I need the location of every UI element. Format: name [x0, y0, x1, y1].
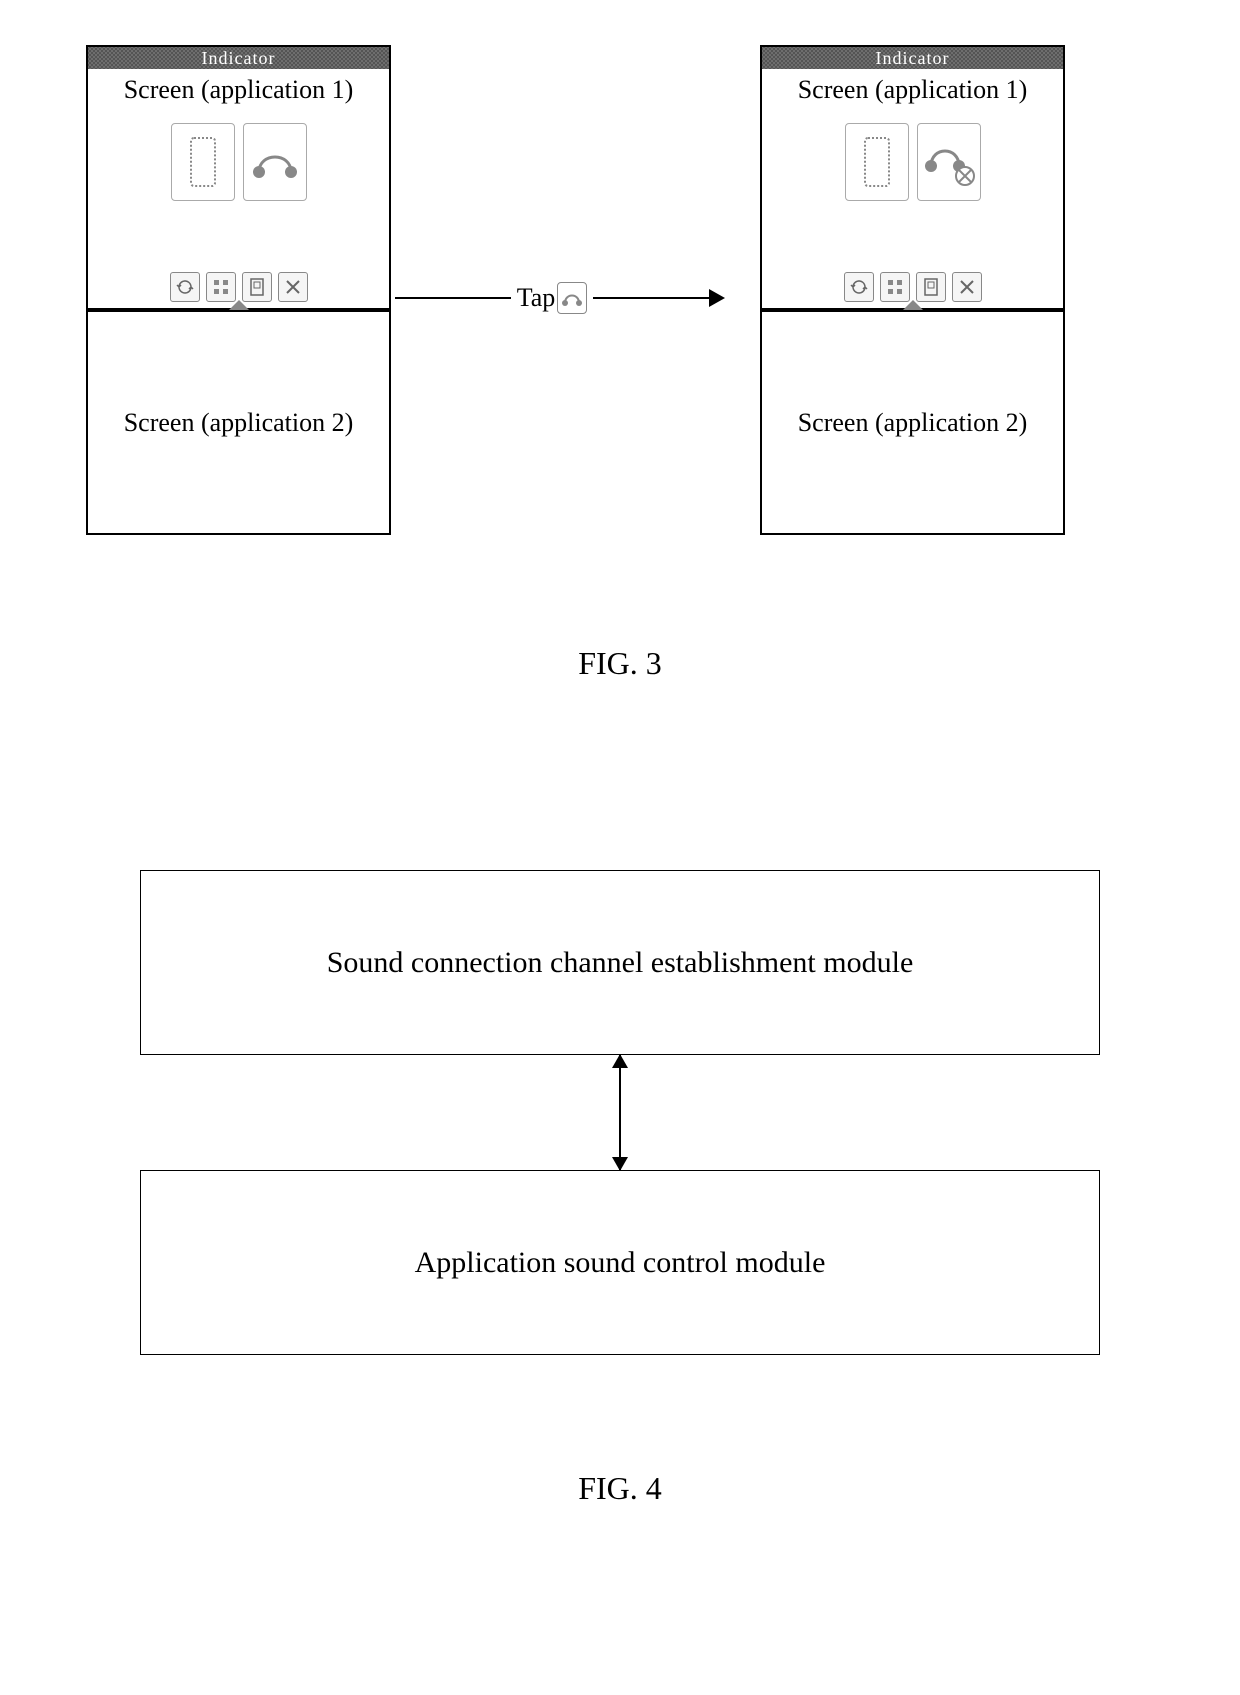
toolbar	[762, 272, 1063, 302]
screen1-label: Screen (application 1)	[88, 69, 389, 105]
screen1-label: Screen (application 1)	[762, 69, 1063, 105]
phone-icon-svg	[863, 136, 891, 188]
document-icon[interactable]	[916, 272, 946, 302]
arrow-line2	[593, 297, 709, 299]
fig4-caption: FIG. 4	[0, 1470, 1240, 1507]
tap-label: Tap	[517, 283, 556, 313]
tap-arrow: Tap	[395, 278, 725, 318]
screen-top: Screen (application 1)	[762, 69, 1063, 312]
headphones-icon[interactable]	[243, 123, 307, 201]
headphones-disabled-icon-svg	[921, 134, 977, 190]
screen2-label: Screen (application 2)	[798, 408, 1028, 438]
fig3-caption: FIG. 3	[0, 645, 1240, 682]
document-icon[interactable]	[242, 272, 272, 302]
device-icons-row	[762, 123, 1063, 201]
indicator-bar: Indicator	[88, 47, 389, 69]
phone-left: Indicator Screen (application 1)	[86, 45, 391, 535]
grid-icon[interactable]	[880, 272, 910, 302]
close-icon[interactable]	[278, 272, 308, 302]
divider-handle-icon[interactable]	[903, 300, 923, 310]
headphones-icon-svg	[251, 138, 299, 186]
indicator-bar: Indicator	[762, 47, 1063, 69]
close-icon[interactable]	[952, 272, 982, 302]
module2-box: Application sound control module	[140, 1170, 1100, 1355]
refresh-icon[interactable]	[844, 272, 874, 302]
screen-bottom: Screen (application 2)	[88, 312, 389, 533]
screen-top: Screen (application 1)	[88, 69, 389, 312]
refresh-icon[interactable]	[170, 272, 200, 302]
grid-icon[interactable]	[206, 272, 236, 302]
fig4-container: Sound connection channel establishment m…	[140, 870, 1100, 1355]
phone-icon-svg	[189, 136, 217, 188]
device-icons-row	[88, 123, 389, 201]
module1-label: Sound connection channel establishment m…	[327, 946, 914, 980]
divider-handle-icon[interactable]	[229, 300, 249, 310]
phone-right: Indicator Screen (application 1)	[760, 45, 1065, 535]
double-arrow-icon	[619, 1055, 621, 1170]
arrow-head-icon	[709, 289, 725, 307]
screen-bottom: Screen (application 2)	[762, 312, 1063, 533]
phone-icon[interactable]	[171, 123, 235, 201]
screen2-label: Screen (application 2)	[124, 408, 354, 438]
tap-headphones-icon	[557, 282, 587, 314]
arrow-line	[395, 297, 511, 299]
phone-icon[interactable]	[845, 123, 909, 201]
headphones-disabled-icon[interactable]	[917, 123, 981, 201]
toolbar	[88, 272, 389, 302]
module2-label: Application sound control module	[415, 1246, 826, 1280]
module1-box: Sound connection channel establishment m…	[140, 870, 1100, 1055]
